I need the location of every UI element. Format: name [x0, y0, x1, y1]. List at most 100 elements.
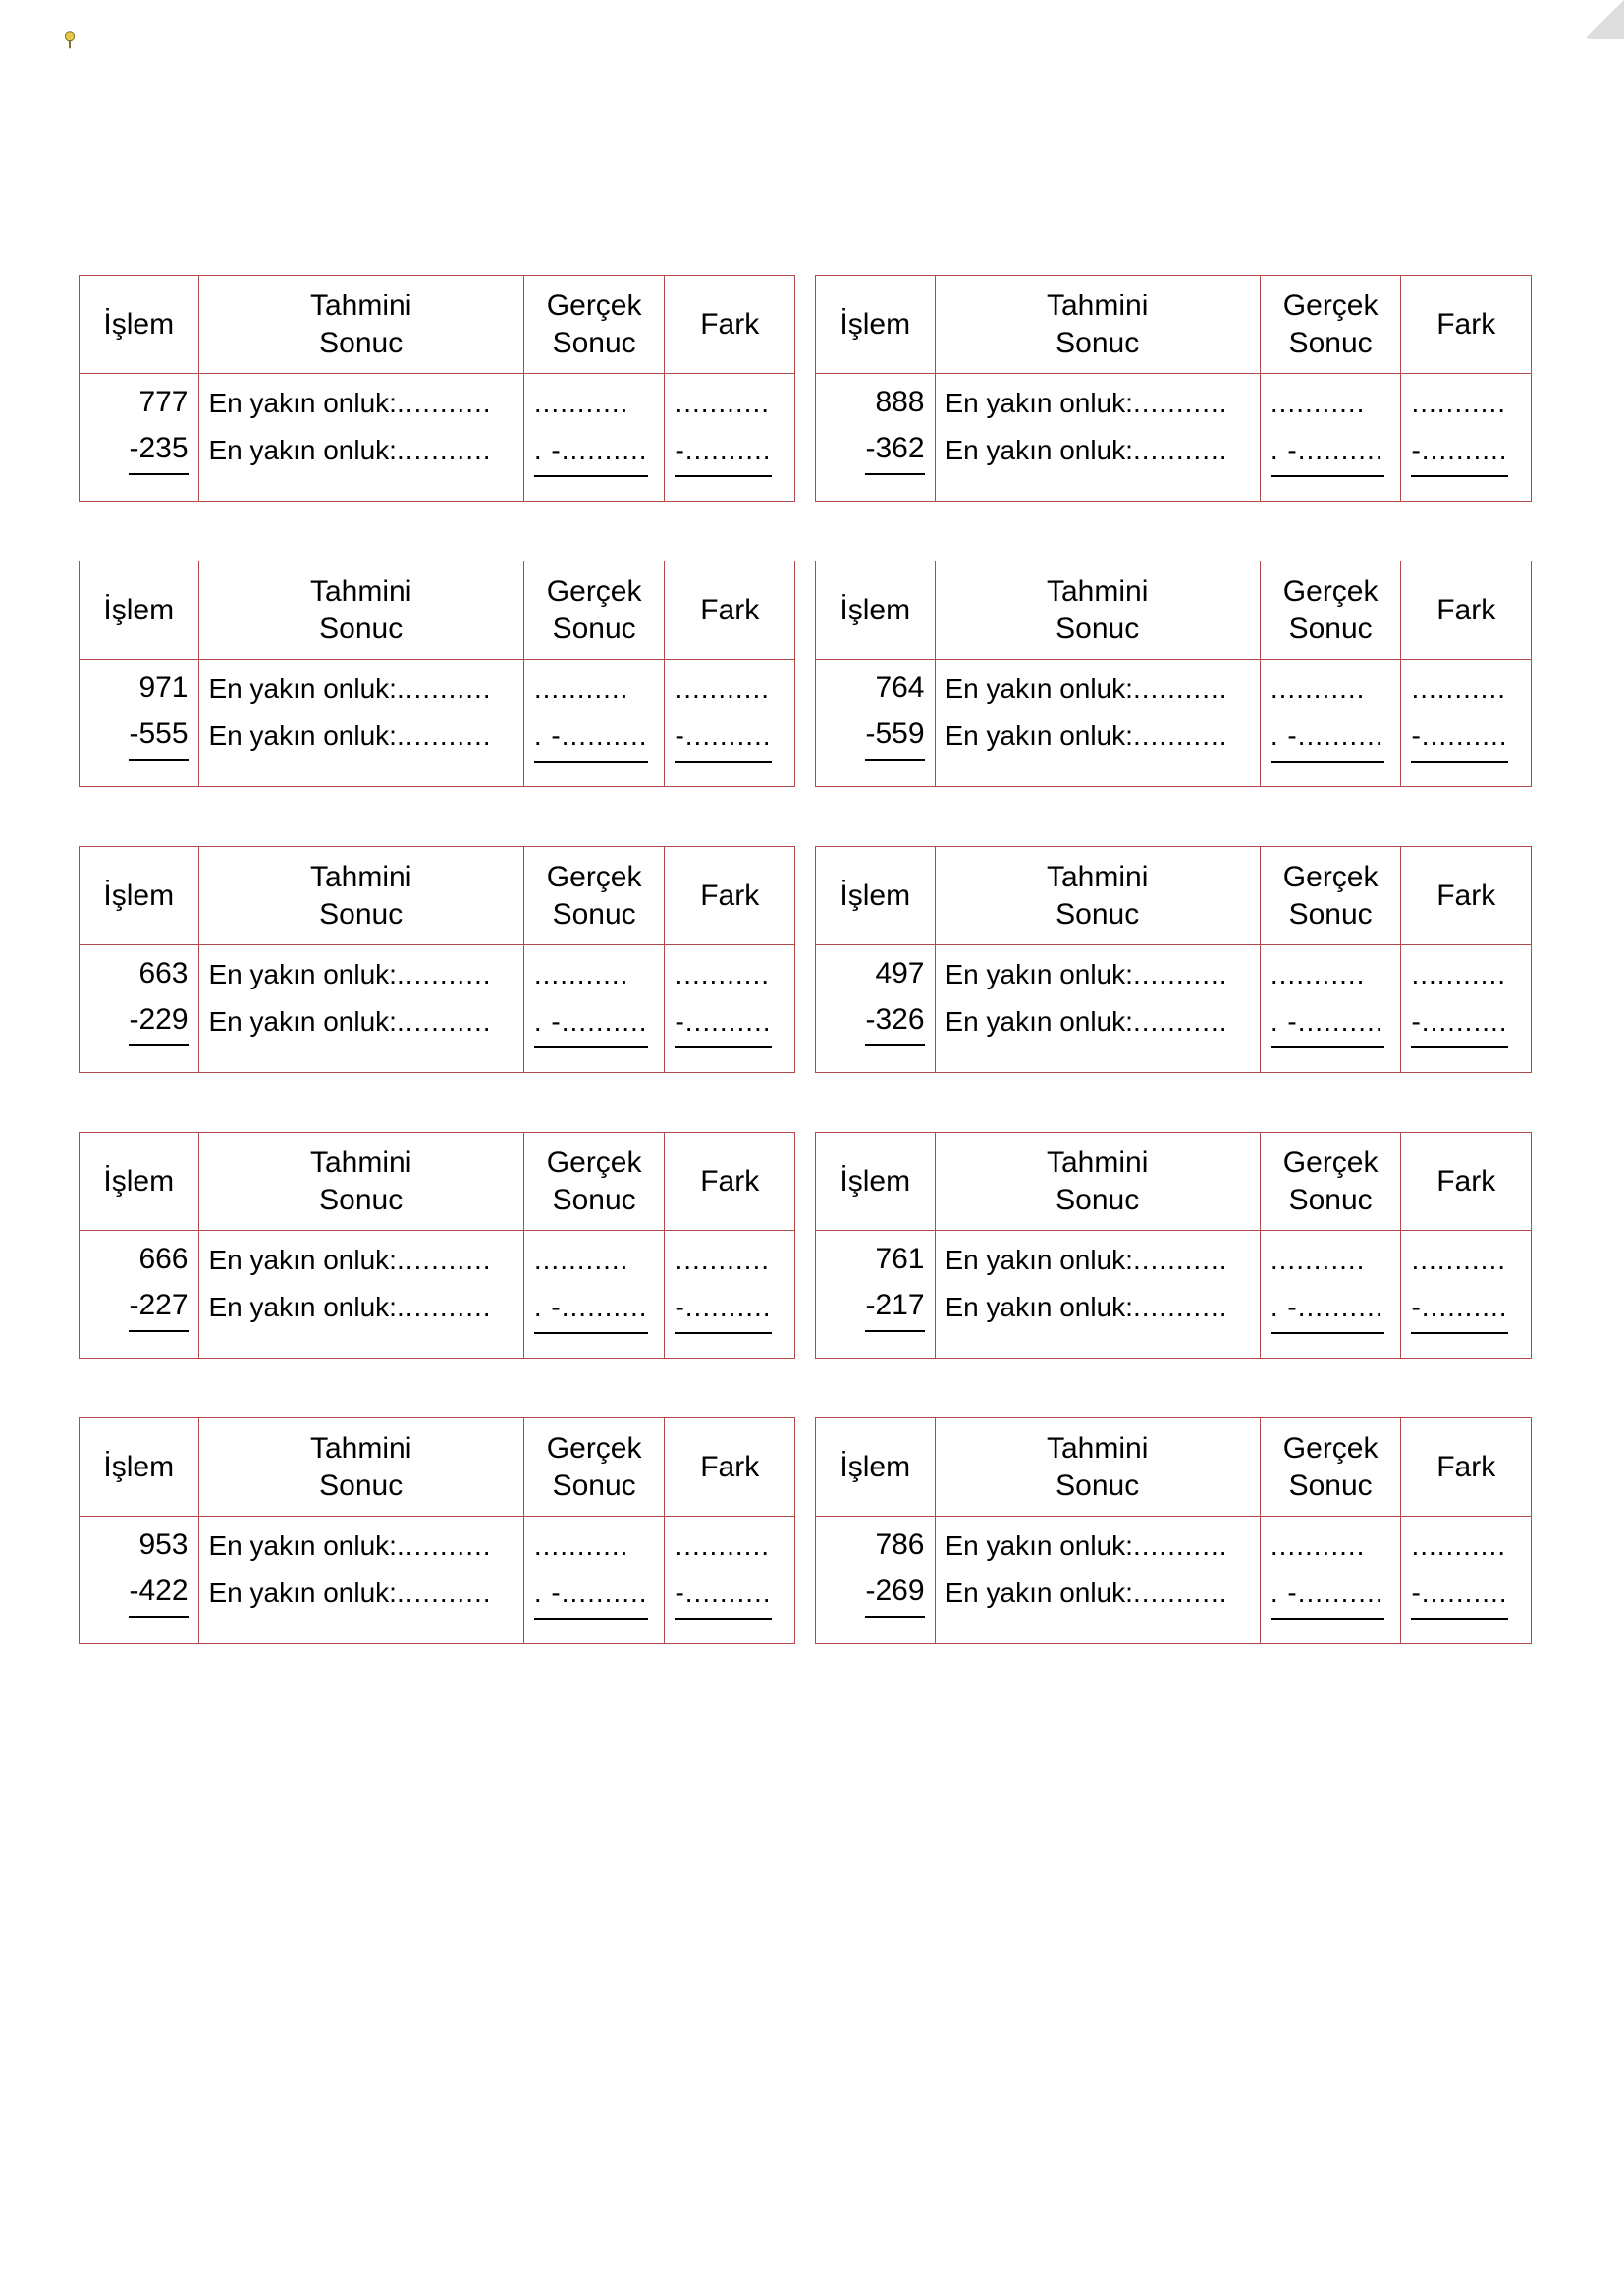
blank-dots: ...........	[534, 959, 629, 989]
header-islem: İşlem	[816, 847, 936, 945]
gercek-cell: ........... . -..........	[1260, 1231, 1401, 1359]
tahmini-cell: En yakın onluk:...........En yakın onluk…	[198, 1231, 523, 1359]
blank-dash-dots: . -..........	[1271, 1570, 1384, 1621]
subtrahend: -217	[865, 1283, 924, 1333]
header-islem: İşlem	[80, 1418, 199, 1517]
blank-dots: ...........	[1133, 1577, 1228, 1608]
blank-dash-dots: -..........	[675, 998, 771, 1049]
en-yakin-label: En yakın onluk:	[946, 1577, 1133, 1608]
row-pair: İşlemTahminiSonucGerçekSonucFark663-229E…	[79, 846, 1545, 1073]
row-pair: İşlemTahminiSonucGerçekSonucFark953-422E…	[79, 1417, 1545, 1644]
en-yakin-label: En yakın onluk:	[946, 721, 1133, 751]
fark-cell: ........... -..........	[665, 1517, 795, 1644]
minuend: 497	[875, 957, 924, 989]
header-fark: Fark	[665, 1133, 795, 1231]
header-tahmini: TahminiSonuc	[935, 561, 1260, 660]
header-fark: Fark	[1401, 561, 1532, 660]
header-islem: İşlem	[80, 276, 199, 374]
blank-dash-dots: -..........	[1411, 1570, 1507, 1621]
header-islem: İşlem	[816, 561, 936, 660]
minuend: 888	[875, 386, 924, 418]
header-tahmini: TahminiSonuc	[198, 1133, 523, 1231]
blank-dots: ...........	[675, 1530, 770, 1561]
header-islem: İşlem	[816, 1133, 936, 1231]
blank-dots: ...........	[397, 1245, 492, 1275]
problem-box: İşlemTahminiSonucGerçekSonucFark971-555E…	[79, 561, 795, 787]
fark-cell: ...........-..........	[665, 374, 795, 502]
islem-cell: 953-422	[80, 1517, 199, 1644]
worksheet-content: İşlemTahminiSonucGerçekSonucFark777-235E…	[0, 0, 1624, 1644]
blank-dots: ...........	[1411, 1245, 1506, 1275]
minuend: 777	[138, 386, 188, 418]
problem-box: İşlemTahminiSonucGerçekSonucFark786-269E…	[815, 1417, 1532, 1644]
fark-cell: ...........-..........	[665, 660, 795, 787]
islem-cell: 497-326	[816, 945, 936, 1073]
problem-box: İşlemTahminiSonucGerçekSonucFark666-227E…	[79, 1132, 795, 1359]
blank-dots: ...........	[534, 1245, 629, 1275]
fark-cell: ...........-..........	[1401, 945, 1532, 1073]
header-gercek: GerçekSonuc	[1260, 276, 1401, 374]
blank-dots: ...........	[397, 959, 492, 989]
en-yakin-label: En yakın onluk:	[946, 435, 1133, 465]
en-yakin-label: En yakın onluk:	[946, 673, 1133, 704]
subtrahend: -422	[129, 1569, 188, 1619]
en-yakin-label: En yakın onluk:	[946, 1245, 1133, 1275]
header-fark: Fark	[665, 1418, 795, 1517]
subtrahend: -362	[865, 426, 924, 476]
problem-box: İşlemTahminiSonucGerçekSonucFark764-559E…	[815, 561, 1532, 787]
fark-cell: ...........-..........	[1401, 1231, 1532, 1359]
gercek-cell: ............ -..........	[523, 1231, 665, 1359]
gercek-cell: ............ -..........	[523, 945, 665, 1073]
blank-dots: ...........	[1133, 1530, 1228, 1561]
en-yakin-label: En yakın onluk:	[209, 673, 397, 704]
fark-cell: ...........-..........	[665, 1231, 795, 1359]
header-tahmini: TahminiSonuc	[935, 847, 1260, 945]
tahmini-cell: En yakın onluk:...........En yakın onluk…	[935, 1231, 1260, 1359]
en-yakin-label: En yakın onluk:	[946, 959, 1133, 989]
header-tahmini: TahminiSonuc	[198, 276, 523, 374]
islem-cell: 777 -235	[80, 374, 199, 502]
islem-cell: 761 -217	[816, 1231, 936, 1359]
en-yakin-label: En yakın onluk:	[209, 1530, 397, 1561]
blank-dash-dots: -..........	[1411, 427, 1507, 478]
header-fark: Fark	[665, 847, 795, 945]
blank-dots: ...........	[1411, 388, 1506, 418]
gercek-cell: ............ -..........	[523, 660, 665, 787]
blank-dash-dots: . -..........	[1271, 998, 1384, 1049]
gercek-cell: ............ -..........	[1260, 374, 1401, 502]
fark-cell: ........... -..........	[1401, 1517, 1532, 1644]
en-yakin-label: En yakın onluk:	[209, 388, 397, 418]
blank-dots: ...........	[1271, 1245, 1366, 1275]
problem-box: İşlemTahminiSonucGerçekSonucFark777-235E…	[79, 275, 795, 502]
en-yakin-label: En yakın onluk:	[209, 1577, 397, 1608]
blank-dash-dots: -..........	[675, 1570, 771, 1621]
minuend: 666	[138, 1243, 188, 1275]
blank-dots: ...........	[1133, 673, 1228, 704]
header-islem: İşlem	[80, 1133, 199, 1231]
header-fark: Fark	[1401, 276, 1532, 374]
problem-box: İşlemTahminiSonucGerçekSonucFark497-326E…	[815, 846, 1532, 1073]
minuend: 761	[875, 1243, 924, 1275]
en-yakin-label: En yakın onluk:	[946, 1530, 1133, 1561]
blank-dash-dots: -..........	[1411, 713, 1507, 764]
blank-dots: ...........	[397, 1577, 492, 1608]
islem-cell: 764-559	[816, 660, 936, 787]
problem-box: İşlemTahminiSonucGerçekSonucFark663-229E…	[79, 846, 795, 1073]
en-yakin-label: En yakın onluk:	[209, 435, 397, 465]
blank-dots: ...........	[1411, 1530, 1506, 1561]
blank-dots: ...........	[1133, 388, 1228, 418]
header-gercek: GerçekSonuc	[523, 847, 665, 945]
header-gercek: GerçekSonuc	[523, 561, 665, 660]
blank-dash-dots: . -..........	[1271, 1284, 1384, 1335]
header-islem: İşlem	[80, 561, 199, 660]
subtrahend: -235	[129, 426, 188, 476]
blank-dots: ...........	[1411, 959, 1506, 989]
row-pair: İşlemTahminiSonucGerçekSonucFark971-555E…	[79, 561, 1545, 787]
tahmini-cell: En yakın onluk:...........En yakın onluk…	[935, 374, 1260, 502]
blank-dots: ...........	[1271, 959, 1366, 989]
problem-box: İşlemTahminiSonucGerçekSonucFark953-422E…	[79, 1417, 795, 1644]
gercek-cell: ........... . -..........	[1260, 945, 1401, 1073]
blank-dots: ...........	[1133, 1292, 1228, 1322]
minuend: 663	[138, 957, 188, 989]
header-tahmini: TahminiSonuc	[198, 847, 523, 945]
